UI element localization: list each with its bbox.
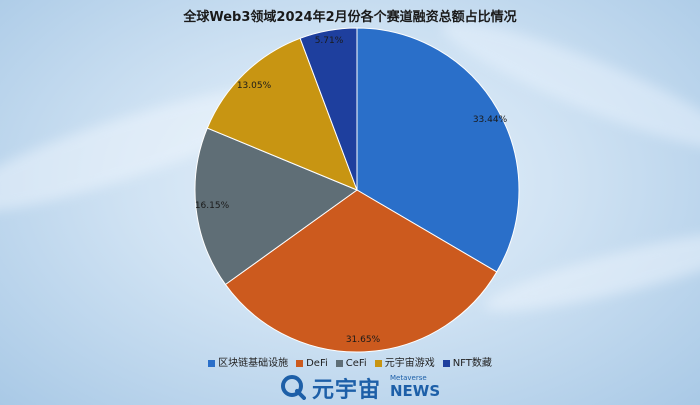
slice-data-label: 16.15% — [195, 201, 230, 211]
slice-data-label: 31.65% — [346, 335, 381, 345]
slice-data-label: 5.71% — [315, 36, 344, 46]
pie-slice — [194, 127, 359, 286]
logo-text-metaverse: Metaverse — [390, 374, 427, 382]
legend-label: 区块链基础设施 — [218, 358, 289, 369]
chart-legend: 区块链基础设施 DeFi CeFi 元宇宙游戏 NFT数藏 — [0, 354, 700, 369]
legend-swatch — [374, 359, 382, 367]
logo-text-news: NEWS — [390, 382, 441, 400]
legend-item: NFT数藏 — [442, 354, 492, 369]
legend-swatch — [442, 359, 450, 367]
legend-item: 区块链基础设施 — [208, 354, 288, 369]
pie-slice — [299, 27, 358, 191]
legend-label: NFT数藏 — [452, 358, 492, 369]
pie-slice — [224, 189, 498, 353]
legend-item: CeFi — [335, 358, 367, 369]
legend-swatch — [296, 359, 304, 367]
legend-label: CeFi — [345, 358, 367, 369]
chart-title: 全球Web3领域2024年2月份各个赛道融资总额占比情况 — [183, 10, 517, 25]
legend-label: 元宇宙游戏 — [384, 358, 435, 369]
legend-swatch — [208, 359, 216, 367]
pie-slice — [356, 27, 520, 273]
slice-data-label: 13.05% — [237, 81, 272, 91]
logo-q-icon — [281, 375, 306, 400]
legend-item: 元宇宙游戏 — [374, 354, 435, 369]
logo-text-cn: 元宇宙 — [312, 378, 382, 403]
pie-slice — [206, 37, 358, 191]
legend-swatch — [335, 359, 343, 367]
legend-label: DeFi — [306, 358, 328, 369]
slice-data-label: 33.44% — [473, 115, 508, 125]
legend-item: DeFi — [296, 358, 328, 369]
